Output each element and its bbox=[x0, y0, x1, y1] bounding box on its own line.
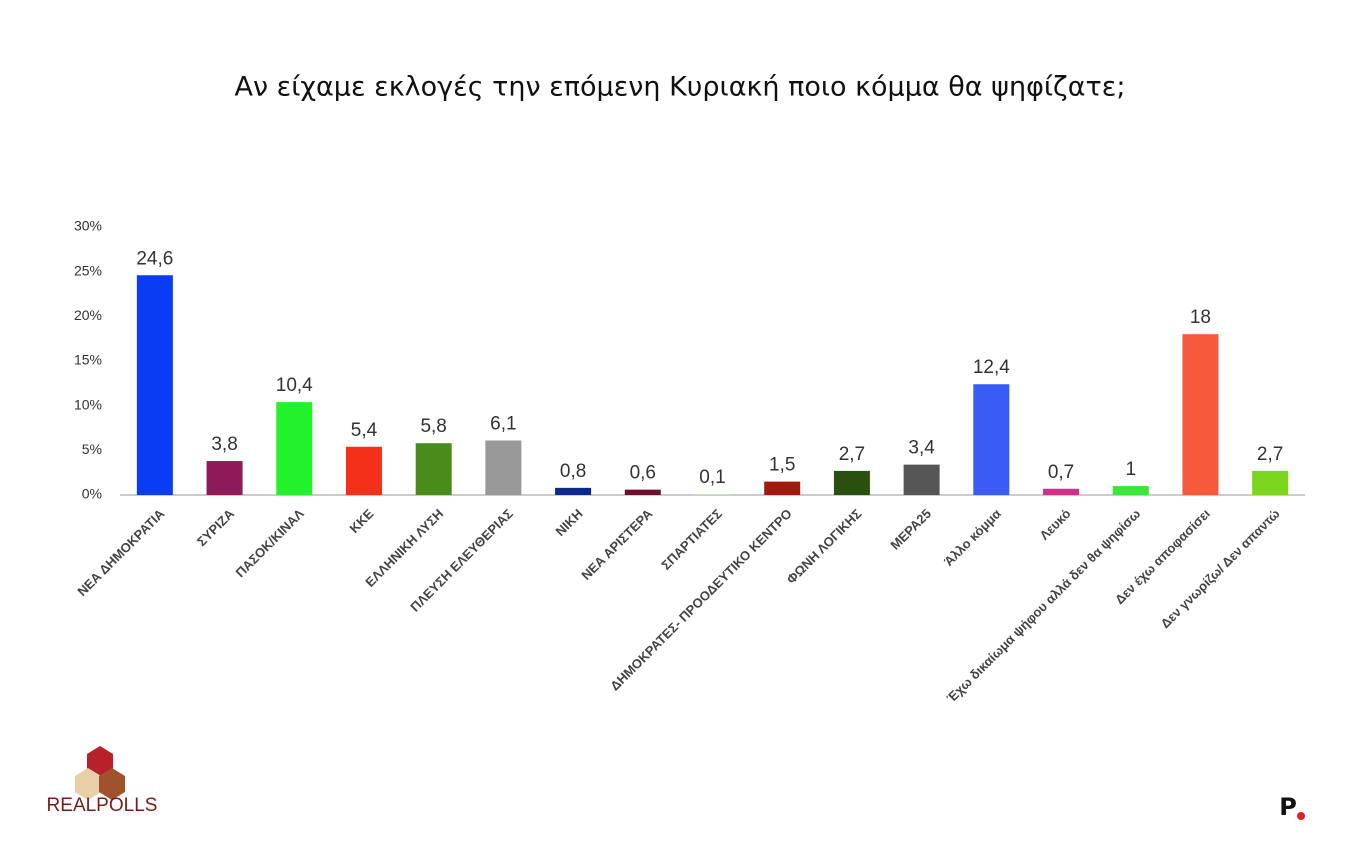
value-label: 1 bbox=[1125, 459, 1136, 480]
x-tick-label: ΠΑΣΟΚ/ΚΙΝΑΛ bbox=[232, 506, 307, 581]
x-tick-label: ΜΕΡΑ25 bbox=[887, 506, 934, 553]
x-tick-label: Δεν γνωρίζω/ Δεν απαντώ bbox=[1158, 506, 1283, 631]
value-label: 24,6 bbox=[136, 248, 173, 269]
value-label: 0,8 bbox=[560, 461, 586, 482]
value-label: 3,4 bbox=[908, 438, 935, 459]
bar bbox=[206, 461, 243, 495]
x-tick-label: ΦΩΝΗ ΛΟΓΙΚΗΣ bbox=[784, 506, 865, 587]
x-tick-label: ΝΙΚΗ bbox=[553, 506, 586, 539]
publisher-dot bbox=[1297, 812, 1305, 820]
x-tick-label: ΝΕΑ ΑΡΙΣΤΕΡΑ bbox=[578, 506, 655, 583]
value-label: 6,1 bbox=[490, 414, 516, 435]
x-tick-label: ΣΥΡΙΖΑ bbox=[194, 506, 238, 550]
value-label: 5,4 bbox=[351, 420, 378, 441]
value-label: 12,4 bbox=[973, 357, 1010, 378]
value-label: 5,8 bbox=[420, 416, 446, 437]
bar bbox=[973, 384, 1010, 495]
bar bbox=[345, 446, 382, 495]
y-tick-label: 15% bbox=[74, 352, 102, 368]
bar bbox=[833, 470, 870, 495]
bar bbox=[276, 402, 313, 495]
bar bbox=[1182, 334, 1219, 495]
y-tick-label: 25% bbox=[74, 262, 102, 278]
value-label: 18 bbox=[1190, 307, 1211, 328]
bar bbox=[136, 275, 173, 495]
x-tick-label: ΣΠΑΡΤΙΑΤΕΣ bbox=[658, 506, 725, 573]
value-label: 2,7 bbox=[839, 444, 865, 465]
bar bbox=[624, 489, 661, 495]
value-label: 2,7 bbox=[1257, 444, 1283, 465]
x-tick-label: ΝΕΑ ΔΗΜΟΚΡΑΤΙΑ bbox=[74, 506, 167, 599]
value-label: 3,8 bbox=[211, 434, 237, 455]
publisher-logo: P bbox=[1279, 793, 1297, 821]
bar bbox=[1112, 486, 1149, 495]
x-tick-label: ΚΚΕ bbox=[347, 506, 377, 536]
value-label: 0,1 bbox=[699, 467, 725, 488]
bar bbox=[764, 481, 801, 495]
value-label: 0,7 bbox=[1048, 462, 1074, 483]
x-tick-label: Άλλο κόμμα bbox=[941, 506, 1004, 569]
value-label: 0,6 bbox=[630, 463, 656, 484]
bar bbox=[555, 487, 592, 495]
bar bbox=[694, 494, 731, 495]
x-tick-label: Λευκό bbox=[1037, 506, 1074, 543]
y-tick-label: 10% bbox=[74, 396, 102, 412]
value-label: 1,5 bbox=[769, 455, 795, 476]
y-tick-label: 20% bbox=[74, 307, 102, 323]
bar bbox=[1043, 488, 1080, 495]
brand-name: REALPOLLS bbox=[47, 795, 158, 816]
bar bbox=[415, 443, 452, 495]
value-label: 10,4 bbox=[276, 375, 313, 396]
bar bbox=[903, 464, 940, 495]
y-tick-label: 5% bbox=[82, 441, 102, 457]
y-tick-label: 30% bbox=[74, 218, 102, 234]
chart-title: Αν είχαμε εκλογές την επόμενη Κυριακή πο… bbox=[235, 72, 1126, 103]
brand-logo: REALPOLLS bbox=[47, 746, 158, 816]
y-tick-label: 0% bbox=[82, 486, 102, 502]
bar bbox=[1252, 470, 1289, 495]
bar bbox=[485, 440, 522, 495]
